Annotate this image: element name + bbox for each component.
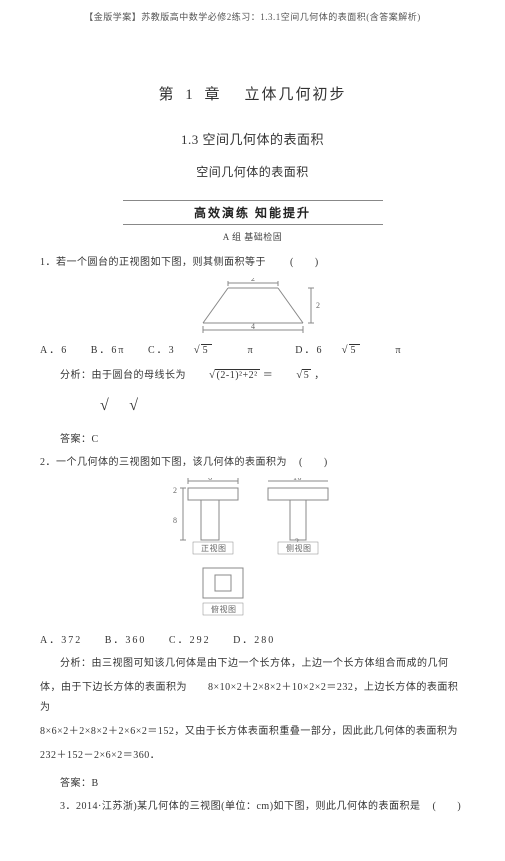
q1-val: 5 xyxy=(302,369,312,381)
q1-blank: ( ) xyxy=(290,257,319,268)
group-label: A 组 基础检固 xyxy=(40,230,465,243)
banner: 高效演练 知能提升 xyxy=(123,200,383,225)
q1-opt-d: D．65π xyxy=(295,345,420,356)
chapter-num: 1 xyxy=(185,87,195,103)
q1-answer: 答案：C xyxy=(40,430,465,445)
q2-stem: 2．一个几何体的三视图如下图，该几何体的表面积为 xyxy=(40,457,287,468)
q1-opt-c: C．35π xyxy=(148,345,273,356)
q1-eq: ＝ xyxy=(263,370,274,381)
chapter-suffix: 章 xyxy=(204,87,221,103)
doc-header: 【金版学案】苏教版高中数学必修2练习：1.3.1空间几何体的表面积(含答案解析) xyxy=(40,10,465,23)
fig1-top-label: 2 xyxy=(251,278,256,283)
q1-analysis: 分析：由于圆台的母线长为 (2-1)²+2² ＝ 5 ， xyxy=(40,364,465,386)
fig1-bot-label: 4 xyxy=(251,322,256,331)
q2-analysis-1: 分析：由三视图可知该几何体是由下边一个长方体，上边一个长方体组合而成的几何 xyxy=(40,654,465,674)
q2-opt-c: C．292 xyxy=(169,635,211,646)
q1-analysis-end: ， xyxy=(314,370,325,381)
svg-text:8: 8 xyxy=(173,516,178,525)
subtitle: 空间几何体的表面积 xyxy=(40,163,465,180)
svg-text:6: 6 xyxy=(208,478,213,482)
q2-blank: ( ) xyxy=(299,457,328,468)
svg-text:10: 10 xyxy=(293,478,302,482)
q2-analysis-4: 232＋152－2×6×2＝360． xyxy=(40,746,465,766)
banner-text: 高效演练 知能提升 xyxy=(123,200,383,225)
fig2-top-label: 俯视图 xyxy=(211,604,237,614)
fig1-h-label: 2 xyxy=(316,301,321,310)
q1-figure: 2 2 4 xyxy=(173,278,333,333)
chapter-title: 第 1 章 立体几何初步 xyxy=(40,83,465,104)
q1-stem: 1．若一个圆台的正视图如下图，则其侧面积等于 xyxy=(40,257,266,268)
q2-answer: 答案：B xyxy=(40,774,465,789)
q1-options: A．6 B．6π C．35π D．65π xyxy=(40,341,465,356)
q1-opt-b: B．6π xyxy=(91,345,126,356)
chapter-name: 立体几何初步 xyxy=(245,87,347,103)
q3-blank: ( ) xyxy=(433,801,462,812)
q2-opt-a: A．372 xyxy=(40,635,82,646)
q2-figure: 2 8 6 正视图 10 2 侧视图 俯视图 xyxy=(153,478,353,623)
q1-expr: (2-1)²+2² xyxy=(215,369,260,381)
q2-options: A．372 B．360 C．292 D．280 xyxy=(40,631,465,646)
q1-analysis-prefix: 分析：由于圆台的母线长为 xyxy=(60,370,186,381)
q2-analysis-2: 体，由于下边长方体的表面积为 8×10×2＋2×8×2＋10×2×2＝232，上… xyxy=(40,678,465,718)
q2-opt-d: D．280 xyxy=(233,635,275,646)
q1-extra-sqrt: √√ xyxy=(40,390,465,422)
q2-text: 2．一个几何体的三视图如下图，该几何体的表面积为 ( ) xyxy=(40,453,465,473)
q3-stem: 3．2014·江苏浙)某几何体的三视图(单位：cm)如下图，则此几何体的表面积是 xyxy=(60,801,421,812)
svg-text:2: 2 xyxy=(173,486,178,495)
q1-opt-a: A．6 xyxy=(40,345,68,356)
q2-analysis-3: 8×6×2＋2×8×2＋2×6×2＝152，又由于长方体表面积重叠一部分，因此此… xyxy=(40,722,465,742)
section-title: 1.3 空间几何体的表面积 xyxy=(40,129,465,148)
q3-text: 3．2014·江苏浙)某几何体的三视图(单位：cm)如下图，则此几何体的表面积是… xyxy=(40,797,465,817)
chapter-prefix: 第 xyxy=(158,87,175,103)
fig2-front-label: 正视图 xyxy=(201,543,227,553)
fig2-side-label: 侧视图 xyxy=(286,543,312,553)
q1-text: 1．若一个圆台的正视图如下图，则其侧面积等于 ( ) xyxy=(40,253,465,273)
q2-opt-b: B．360 xyxy=(105,635,147,646)
